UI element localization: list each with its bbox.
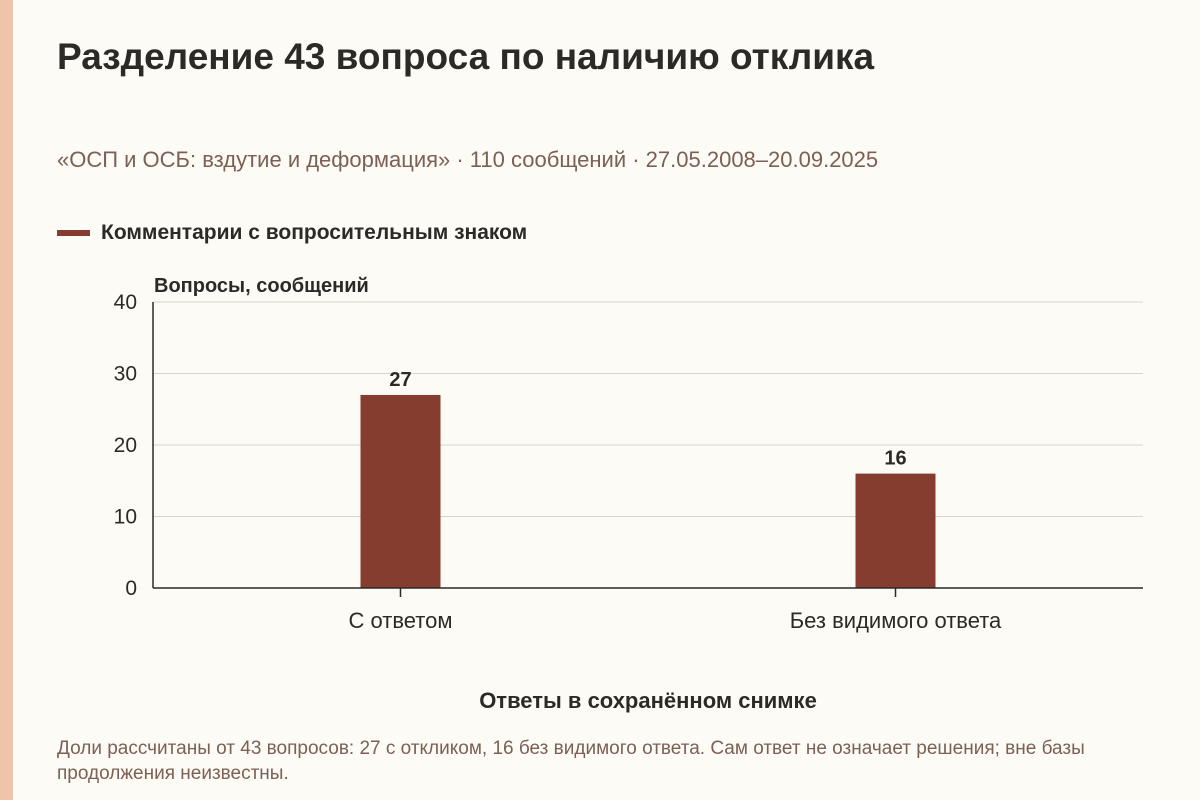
y-tick-label: 40 — [114, 291, 137, 314]
left-accent-strip — [0, 0, 13, 800]
bar — [360, 394, 441, 588]
bars — [360, 394, 936, 588]
bar — [855, 473, 936, 588]
legend-label: Комментарии с вопросительным знаком — [101, 221, 528, 244]
chart-title: Разделение 43 вопроса по наличию отклика — [57, 36, 875, 77]
y-tick-label: 20 — [114, 434, 137, 457]
legend: Комментарии с вопросительным знаком — [57, 219, 527, 247]
y-tick-label: 10 — [114, 506, 137, 529]
data-label: 16 — [884, 448, 906, 470]
data-label: 27 — [389, 369, 411, 391]
y-axis-title: Вопросы, сообщений — [154, 275, 369, 297]
footnote: Доли рассчитаны от 43 вопросов: 27 с отк… — [57, 738, 1085, 784]
y-tick-label: 0 — [125, 577, 137, 600]
legend-swatch — [57, 230, 90, 236]
x-tick-label: Без видимого ответа — [790, 608, 1002, 633]
chart-subtitle: «ОСП и ОСБ: вздутие и деформация» · 110 … — [57, 147, 879, 172]
y-tick-label: 30 — [114, 363, 137, 386]
x-tick-label: С ответом — [349, 608, 453, 633]
chart-text: 0 10 20 30 40 27 С ответом 16 Без видимого ответ… — [114, 275, 1002, 713]
axes — [152, 302, 1143, 597]
x-axis-title: Ответы в сохранённом снимке — [479, 688, 817, 713]
gridlines — [153, 301, 1143, 517]
